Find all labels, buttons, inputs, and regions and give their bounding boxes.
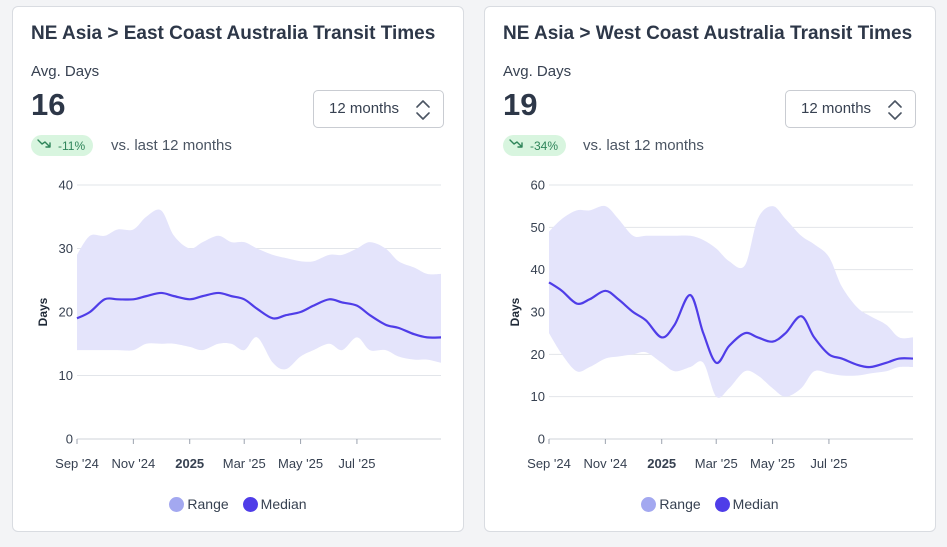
legend-item-range[interactable]: Range — [641, 496, 701, 512]
y-tick-label: 10 — [59, 368, 73, 383]
legend-median-label: Median — [260, 496, 307, 512]
y-tick-label: 20 — [531, 347, 545, 362]
legend-median-swatch — [242, 496, 258, 512]
range-band — [77, 209, 441, 370]
legend-range-swatch — [169, 496, 185, 512]
x-tick-label: Nov '24 — [112, 456, 156, 471]
x-tick-label: 2025 — [175, 456, 204, 471]
legend-range-label: Range — [187, 496, 229, 512]
y-tick-label: 20 — [59, 305, 73, 320]
legend-item-median[interactable]: Median — [242, 496, 307, 512]
legend-range-label: Range — [659, 496, 701, 512]
period-select[interactable]: 12 months — [313, 90, 444, 128]
y-tick-label: 60 — [531, 178, 545, 193]
y-tick-label: 30 — [59, 241, 73, 256]
transit-card-west: NE Asia > West Coast Australia Transit T… — [484, 6, 936, 532]
transit-chart-east: 0 10 20 30 40 Sep '24 Nov '24 2025 Mar '25 May '2… — [36, 178, 442, 471]
x-tick-label: Nov '24 — [584, 456, 628, 471]
x-tick-label: Sep '24 — [55, 456, 99, 471]
change-percent: -11% — [58, 138, 86, 153]
legend-median-label: Median — [732, 496, 779, 512]
change-badge: -11% — [31, 135, 94, 156]
change-comparison-text: vs. last 12 months — [111, 137, 232, 154]
x-tick-label: Mar '25 — [695, 456, 738, 471]
trend-down-icon — [37, 138, 53, 153]
x-tick-label: Sep '24 — [527, 456, 571, 471]
y-tick-label: 50 — [531, 220, 545, 235]
change-badge: -34% — [503, 135, 567, 156]
metric-label: Avg. Days — [31, 63, 100, 80]
y-tick-label: 0 — [66, 432, 73, 447]
change-percent: -34% — [530, 138, 559, 153]
change-comparison-text: vs. last 12 months — [583, 137, 704, 154]
x-tick-label: May '25 — [750, 456, 795, 471]
legend-item-median[interactable]: Median — [714, 496, 779, 512]
legend-range-swatch — [641, 496, 657, 512]
period-select-value: 12 months — [801, 100, 872, 117]
period-select[interactable]: 12 months — [785, 90, 916, 128]
chart-legend: Range Median — [485, 496, 935, 512]
range-band — [549, 205, 913, 398]
y-tick-label: 40 — [59, 178, 73, 193]
y-tick-label: 40 — [531, 262, 545, 277]
y-tick-label: 30 — [531, 305, 545, 320]
median-line — [76, 291, 442, 339]
x-tick-label: Jul '25 — [810, 456, 847, 471]
y-axis-title: Days — [36, 297, 50, 326]
y-tick-label: 10 — [531, 389, 545, 404]
y-tick-label: 0 — [538, 432, 545, 447]
y-axis-title: Days — [508, 297, 522, 326]
median-line — [548, 281, 914, 369]
x-tick-label: 2025 — [647, 456, 676, 471]
legend-item-range[interactable]: Range — [169, 496, 229, 512]
card-title: NE Asia > East Coast Australia Transit T… — [31, 23, 436, 44]
x-tick-label: Jul '25 — [338, 456, 375, 471]
legend-median-swatch — [714, 496, 730, 512]
metric-value: 19 — [503, 87, 538, 122]
transit-chart-west: 0 10 20 30 40 50 60 Sep '24 Nov '24 2025 Mar '25 Ma… — [508, 178, 914, 471]
x-tick-label: May '25 — [278, 456, 323, 471]
chevron-up-down-icon — [415, 99, 431, 125]
trend-down-icon — [509, 138, 525, 153]
chart-legend: Range Median — [13, 496, 463, 512]
period-select-value: 12 months — [329, 100, 400, 117]
x-tick-label: Mar '25 — [223, 456, 266, 471]
chevron-up-down-icon — [887, 99, 903, 125]
card-title: NE Asia > West Coast Australia Transit T… — [503, 23, 913, 44]
transit-card-east: NE Asia > East Coast Australia Transit T… — [12, 6, 464, 532]
metric-label: Avg. Days — [503, 63, 572, 80]
metric-value: 16 — [31, 87, 66, 122]
